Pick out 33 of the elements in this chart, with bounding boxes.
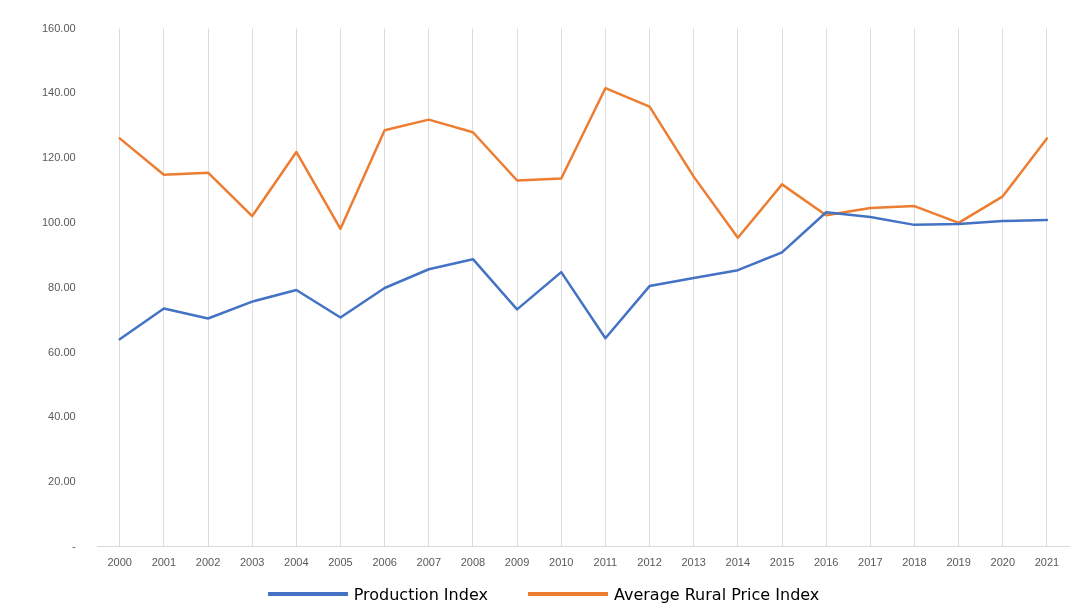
x-tick-label: 2002 <box>195 556 221 569</box>
x-tick-label: 2015 <box>769 556 795 569</box>
x-tick-label: 2010 <box>549 556 574 569</box>
y-tick-label: 60.00 <box>48 345 76 358</box>
x-tick-label: 2000 <box>107 556 132 569</box>
x-tick-label: 2016 <box>813 556 839 569</box>
x-tick-label: 2004 <box>284 556 309 569</box>
x-tick-label: 2019 <box>946 556 971 569</box>
x-tick-label: 2012 <box>637 556 662 569</box>
x-tick-label: 2007 <box>416 556 442 569</box>
legend-label: Production Index <box>353 584 488 604</box>
x-tick-label: 2003 <box>239 556 265 569</box>
legend-label: Average Rural Price Index <box>613 584 820 604</box>
x-tick-label: 2018 <box>902 556 927 569</box>
x-tick-label: 2001 <box>151 556 177 569</box>
x-tick-label: 2005 <box>328 556 353 569</box>
y-tick-label: 100.00 <box>41 215 76 228</box>
x-tick-label: 2011 <box>593 556 618 569</box>
x-tick-label: 2013 <box>681 556 706 569</box>
x-tick-label: 2020 <box>990 556 1016 569</box>
y-tick-label: 20.00 <box>48 475 76 488</box>
y-tick-label: 40.00 <box>48 410 76 423</box>
x-tick-label: 2006 <box>372 556 397 569</box>
y-tick-label: 80.00 <box>48 280 76 293</box>
y-tick-label: - <box>71 539 76 552</box>
x-tick-label: 2008 <box>460 556 486 569</box>
x-tick-label: 2017 <box>858 556 883 569</box>
x-tick-label: 2014 <box>725 556 751 569</box>
y-tick-label: 120.00 <box>41 151 76 164</box>
x-tick-label: 2009 <box>504 556 530 569</box>
x-tick-label: 2021 <box>1034 556 1060 569</box>
y-tick-label: 140.00 <box>41 86 76 99</box>
y-tick-label: 160.00 <box>41 21 76 34</box>
